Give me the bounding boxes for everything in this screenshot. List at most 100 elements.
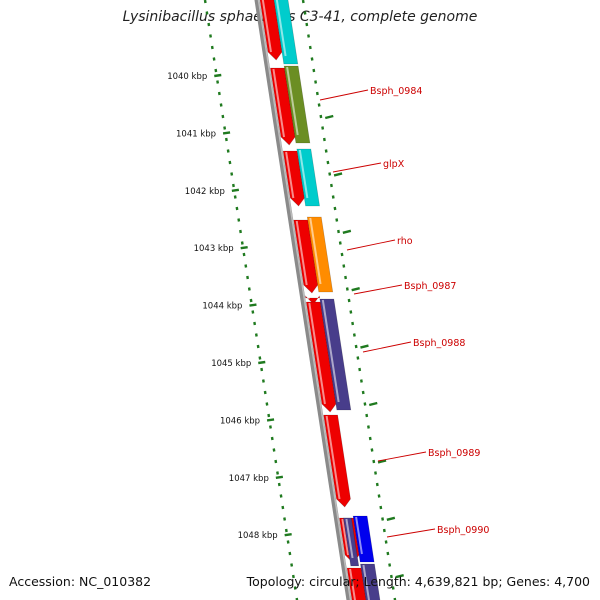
minor-tick xyxy=(284,528,288,533)
major-tick-outer xyxy=(324,114,334,120)
minor-tick xyxy=(314,80,318,84)
kbp-tick-label: 1040 kbp xyxy=(167,72,207,82)
minor-tick xyxy=(382,528,386,533)
minor-tick xyxy=(389,574,393,579)
kbp-tick: 1040 kbp xyxy=(167,72,334,120)
minor-tick xyxy=(281,505,285,510)
kbp-tick-label: 1044 kbp xyxy=(202,302,242,312)
kbp-tick-label: 1045 kbp xyxy=(211,359,251,369)
minor-tick xyxy=(210,45,214,50)
major-tick-outer xyxy=(368,401,378,407)
map-title: Lysinibacillus sphaericus C3-41, complet… xyxy=(122,9,478,25)
minor-tick xyxy=(230,172,234,176)
major-tick xyxy=(214,73,222,78)
minor-tick xyxy=(321,126,325,130)
minor-tick xyxy=(235,206,239,211)
minor-tick xyxy=(344,275,347,280)
kbp-tick: 1046 kbp xyxy=(220,416,387,464)
minor-tick xyxy=(328,172,332,176)
cds-arrow xyxy=(323,414,351,508)
minor-tick xyxy=(375,482,379,487)
minor-tick xyxy=(363,402,367,406)
label-leader-line xyxy=(319,89,369,101)
minor-tick xyxy=(338,241,342,245)
gene-label-bsph_0988: Bsph_0988 xyxy=(362,338,465,353)
minor-tick xyxy=(212,57,216,61)
minor-tick xyxy=(340,252,344,257)
minor-tick xyxy=(226,149,230,153)
minor-tick xyxy=(358,367,362,372)
minor-tick xyxy=(301,0,305,4)
minor-tick xyxy=(214,68,218,73)
minor-tick xyxy=(319,114,323,119)
minor-tick xyxy=(263,390,267,395)
backbone-line xyxy=(254,0,352,600)
gene-label-glpx: glpX xyxy=(332,159,405,173)
minor-tick xyxy=(331,195,335,199)
major-tick xyxy=(249,303,257,307)
kbp-tick-label: 1047 kbp xyxy=(229,474,269,484)
gene-label-rho: rho xyxy=(346,236,413,251)
major-tick xyxy=(266,418,275,422)
minor-tick xyxy=(391,586,395,590)
minor-tick xyxy=(279,494,283,498)
outer-tick-track xyxy=(301,0,397,600)
minor-tick xyxy=(388,563,392,567)
kbp-tick: 1041 kbp xyxy=(176,129,343,177)
minor-tick xyxy=(242,252,246,257)
minor-tick xyxy=(374,471,377,475)
kbp-tick-layer: 1040 kbp 1041 kbp 1042 kbp 1043 kbp 1044 kbp… xyxy=(167,0,404,600)
minor-tick xyxy=(272,448,276,452)
kbp-tick: 1042 kbp xyxy=(185,187,352,234)
minor-tick xyxy=(239,229,242,234)
minor-tick xyxy=(223,126,227,130)
minor-tick xyxy=(368,436,372,441)
minor-tick xyxy=(367,425,370,429)
gene-block xyxy=(352,515,375,563)
minor-tick xyxy=(233,195,237,199)
minor-tick xyxy=(240,241,244,245)
minor-tick xyxy=(337,229,340,234)
minor-tick xyxy=(326,160,330,165)
kbp-tick-label: 1046 kbp xyxy=(220,416,260,426)
minor-tick xyxy=(308,45,312,50)
minor-tick xyxy=(347,298,351,303)
major-tick-outer xyxy=(342,229,352,234)
gene-label-text: Bsph_0990 xyxy=(437,525,489,536)
major-tick xyxy=(258,360,266,365)
gene-block xyxy=(283,65,311,144)
minor-tick xyxy=(307,34,310,38)
accession-text: Accession: NC_010382 xyxy=(9,574,152,589)
kbp-tick-label: 1043 kbp xyxy=(194,244,234,254)
kbp-tick: 1045 kbp xyxy=(211,359,378,407)
minor-tick xyxy=(384,540,388,544)
gene-label-bsph_0989: Bsph_0989 xyxy=(377,448,480,462)
kbp-tick-label: 1041 kbp xyxy=(176,129,216,139)
minor-tick xyxy=(379,505,383,510)
minor-tick xyxy=(317,103,321,107)
label-leader-line xyxy=(362,341,412,353)
major-tick-outer xyxy=(395,574,404,579)
minor-tick xyxy=(261,379,265,383)
label-leader-line xyxy=(332,162,382,173)
minor-tick xyxy=(249,298,253,303)
minor-tick xyxy=(288,551,292,556)
gene-label-bsph_0987: Bsph_0987 xyxy=(353,281,456,295)
genome-summary-text: Topology: circular; Length: 4,639,821 bp… xyxy=(246,574,590,589)
kbp-tick: 1043 kbp xyxy=(194,244,360,292)
minor-tick xyxy=(335,218,339,222)
cds-arrow xyxy=(259,0,283,61)
kbp-tick-label: 1048 kbp xyxy=(238,531,278,541)
minor-tick xyxy=(265,402,269,406)
minor-tick xyxy=(260,367,264,372)
minor-tick xyxy=(258,356,262,360)
kbp-tick: 1047 kbp xyxy=(229,474,396,521)
major-tick-outer xyxy=(351,287,360,292)
minor-tick xyxy=(293,586,297,590)
backbone-highlight xyxy=(257,0,352,600)
gene-label-layer: Bsph_0984 glpX rho Bsph_0987 Bsph_0988 Bsph_0… xyxy=(319,86,489,538)
minor-tick xyxy=(247,287,251,291)
minor-tick xyxy=(219,103,223,107)
kbp-tick-label: 1042 kbp xyxy=(185,187,225,197)
